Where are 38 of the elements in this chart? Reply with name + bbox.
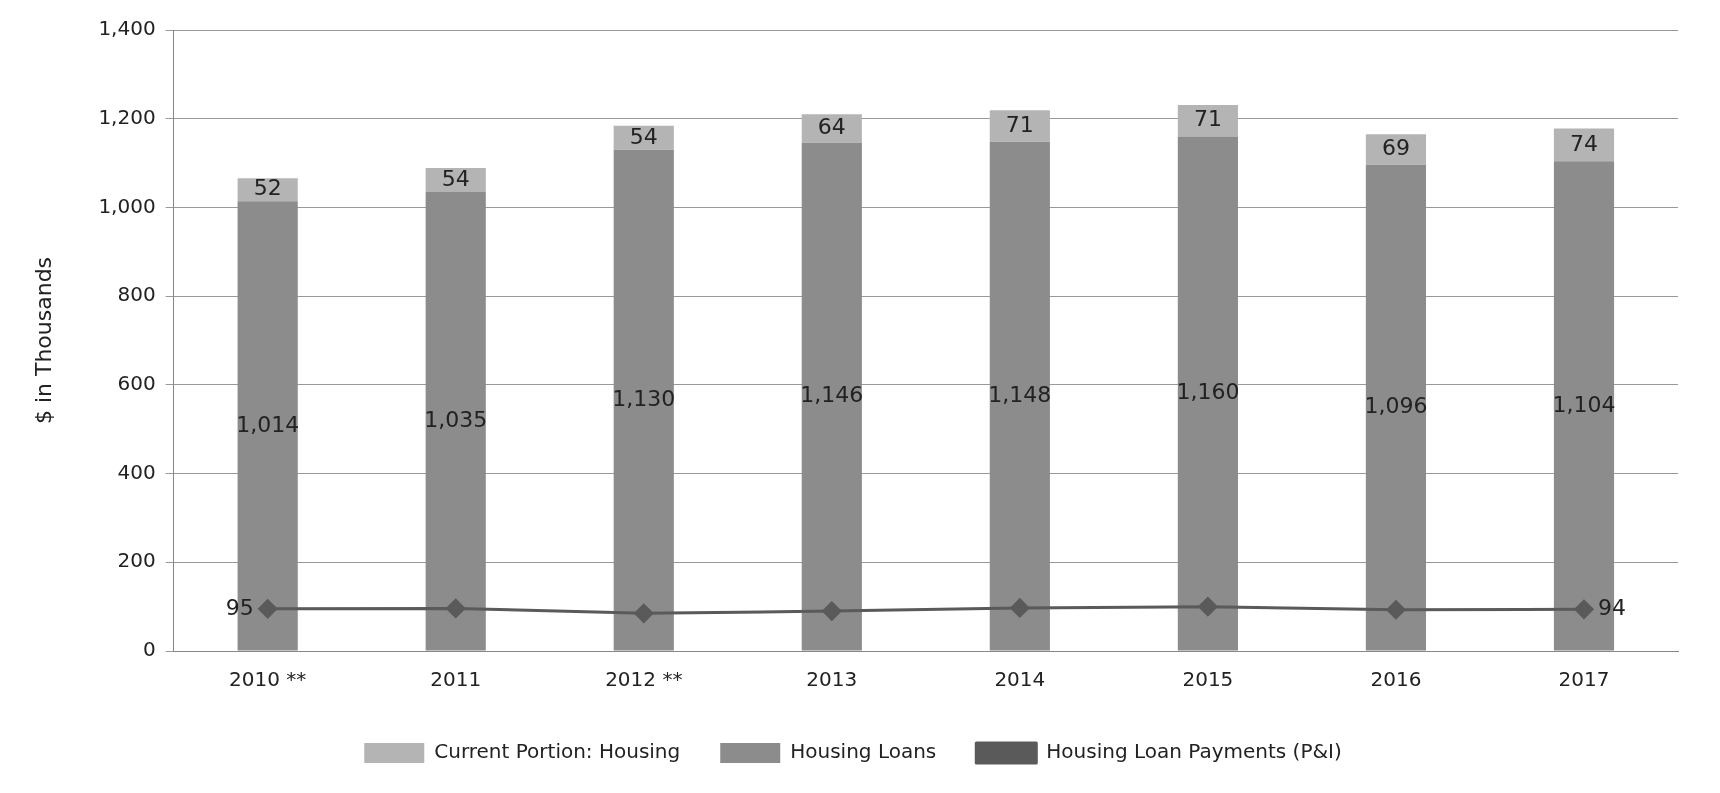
y-tick-label: 1,400 (98, 16, 156, 41)
bar (989, 110, 1050, 142)
data-label: 54 (441, 165, 470, 191)
x-tick-label: 2012 ** (605, 667, 683, 692)
y-tick-label: 400 (117, 459, 156, 484)
y-tick-label: 0 (142, 637, 156, 662)
y-tick-label: 1,000 (98, 193, 156, 218)
bar (1177, 104, 1238, 137)
data-label: 74 (1569, 130, 1598, 156)
x-tick-label: 2015 (1182, 667, 1234, 692)
x-tick-label: 2016 (1370, 667, 1422, 692)
data-label: 1,035 (424, 406, 488, 432)
x-tick-label: 2010 ** (229, 667, 307, 692)
x-tick-label: 2011 (430, 667, 482, 692)
data-label: 69 (1381, 135, 1410, 161)
data-label: 1,130 (612, 385, 676, 411)
data-label: 1,148 (988, 381, 1052, 407)
legend-label: Housing Loans (790, 739, 937, 764)
y-tick-label: 200 (117, 548, 156, 573)
y-tick-label: 600 (117, 371, 156, 396)
x-tick-label: 2013 (806, 667, 858, 692)
bar (1553, 128, 1615, 162)
data-label: 71 (1193, 106, 1222, 132)
y-tick-label: 800 (117, 282, 156, 307)
x-tick-label: 2014 (994, 667, 1046, 692)
data-label: 52 (253, 175, 282, 201)
data-label: 64 (817, 114, 846, 140)
data-label: 54 (629, 123, 658, 149)
data-label: 1,146 (800, 382, 864, 408)
y-axis-title: $ in Thousands (30, 256, 56, 425)
data-label: 1,014 (236, 411, 300, 437)
data-label: 71 (1005, 111, 1034, 137)
legend-label: Current Portion: Housing (434, 739, 681, 764)
y-tick-label: 1,200 (98, 104, 156, 129)
legend-label: Housing Loan Payments (P&I) (1046, 739, 1342, 764)
data-label: 1,096 (1364, 393, 1428, 419)
x-tick-label: 2017 (1558, 667, 1610, 692)
data-label: 1,160 (1176, 379, 1240, 405)
